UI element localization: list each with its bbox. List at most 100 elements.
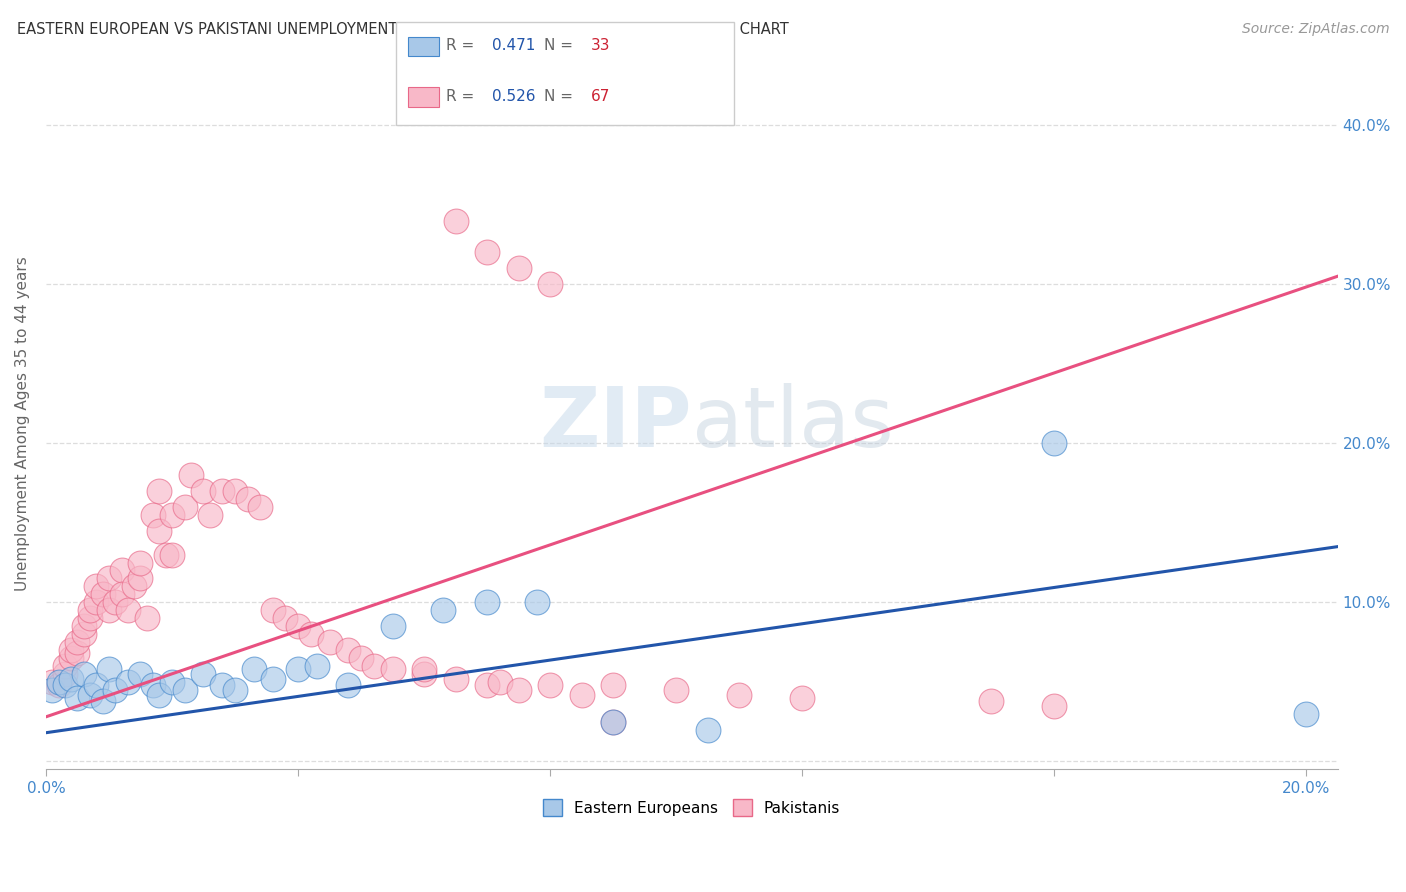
Point xyxy=(538,277,561,292)
Point xyxy=(475,595,498,609)
Point xyxy=(475,678,498,692)
Point xyxy=(287,619,309,633)
Point xyxy=(381,662,404,676)
Point xyxy=(381,619,404,633)
Point xyxy=(86,678,108,692)
Point xyxy=(104,682,127,697)
Point xyxy=(160,674,183,689)
Point xyxy=(665,682,688,697)
Point xyxy=(98,571,121,585)
Point xyxy=(117,674,139,689)
Point xyxy=(696,723,718,737)
Point xyxy=(117,603,139,617)
Point xyxy=(305,659,328,673)
Point xyxy=(41,674,63,689)
Point xyxy=(48,678,70,692)
Point xyxy=(193,483,215,498)
Point xyxy=(337,678,360,692)
Point xyxy=(41,682,63,697)
Point xyxy=(142,678,165,692)
Point xyxy=(538,678,561,692)
Point xyxy=(86,579,108,593)
Point xyxy=(129,571,152,585)
Text: ZIP: ZIP xyxy=(540,383,692,464)
Point xyxy=(98,603,121,617)
Point xyxy=(73,619,96,633)
Legend: Eastern Europeans, Pakistanis: Eastern Europeans, Pakistanis xyxy=(536,791,848,824)
Point xyxy=(73,627,96,641)
Point xyxy=(318,635,340,649)
Point xyxy=(180,468,202,483)
Text: 67: 67 xyxy=(591,89,610,103)
Point xyxy=(602,678,624,692)
Point xyxy=(299,627,322,641)
Point xyxy=(73,666,96,681)
Text: 33: 33 xyxy=(591,38,610,53)
Text: EASTERN EUROPEAN VS PAKISTANI UNEMPLOYMENT AMONG AGES 35 TO 44 YEARS CORRELATION: EASTERN EUROPEAN VS PAKISTANI UNEMPLOYME… xyxy=(17,22,789,37)
Point xyxy=(1043,698,1066,713)
Point xyxy=(98,662,121,676)
Point xyxy=(249,500,271,514)
Point xyxy=(337,643,360,657)
Point xyxy=(60,651,83,665)
Point xyxy=(193,666,215,681)
Point xyxy=(432,603,454,617)
Point xyxy=(148,524,170,538)
Point xyxy=(60,672,83,686)
Point xyxy=(274,611,297,625)
Point xyxy=(86,595,108,609)
Point xyxy=(413,662,436,676)
Text: R =: R = xyxy=(446,89,479,103)
Point xyxy=(1043,436,1066,450)
Point xyxy=(129,556,152,570)
Text: N =: N = xyxy=(544,38,578,53)
Point xyxy=(413,666,436,681)
Point xyxy=(1295,706,1317,721)
Text: N =: N = xyxy=(544,89,578,103)
Point xyxy=(728,688,751,702)
Point xyxy=(155,548,177,562)
Point xyxy=(135,611,157,625)
Point xyxy=(526,595,548,609)
Point xyxy=(224,483,246,498)
Point xyxy=(173,500,195,514)
Point xyxy=(790,690,813,705)
Point xyxy=(148,483,170,498)
Point xyxy=(122,579,145,593)
Point xyxy=(129,666,152,681)
Point xyxy=(236,491,259,506)
Point xyxy=(66,646,89,660)
Point xyxy=(211,678,233,692)
Point xyxy=(508,261,530,276)
Point xyxy=(571,688,593,702)
Point xyxy=(53,666,76,681)
Point xyxy=(444,672,467,686)
Point xyxy=(79,611,101,625)
Point xyxy=(79,688,101,702)
Point xyxy=(488,674,510,689)
Point xyxy=(262,672,284,686)
Point xyxy=(79,603,101,617)
Point xyxy=(160,548,183,562)
Point xyxy=(198,508,221,522)
Point xyxy=(363,659,385,673)
Point xyxy=(91,694,114,708)
Point xyxy=(148,688,170,702)
Point xyxy=(53,678,76,692)
Point xyxy=(444,213,467,227)
Point xyxy=(104,595,127,609)
Point xyxy=(602,714,624,729)
Point xyxy=(66,690,89,705)
Text: R =: R = xyxy=(446,38,479,53)
Point xyxy=(211,483,233,498)
Point xyxy=(980,694,1002,708)
Point xyxy=(91,587,114,601)
Point xyxy=(475,245,498,260)
Point xyxy=(224,682,246,697)
Point xyxy=(350,651,373,665)
Point xyxy=(602,714,624,729)
Text: atlas: atlas xyxy=(692,383,894,464)
Text: Source: ZipAtlas.com: Source: ZipAtlas.com xyxy=(1241,22,1389,37)
Point xyxy=(287,662,309,676)
Text: 0.471: 0.471 xyxy=(492,38,536,53)
